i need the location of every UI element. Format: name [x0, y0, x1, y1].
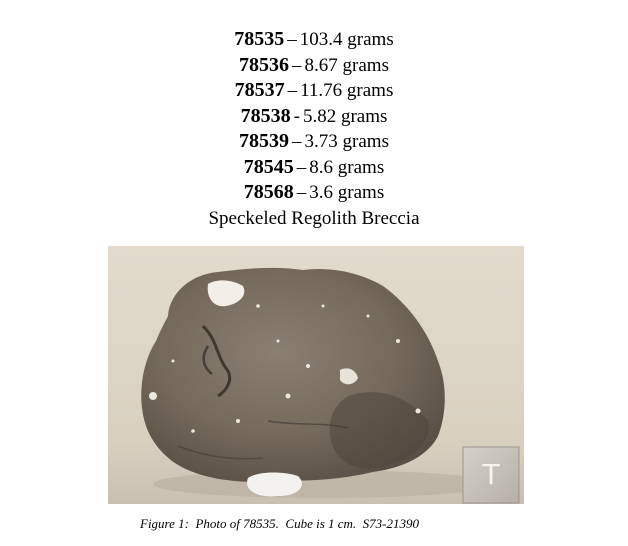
white-clast — [171, 359, 175, 363]
separator: – — [296, 156, 307, 178]
white-clast — [191, 429, 195, 433]
sample-id: 78545 — [243, 155, 294, 178]
sample-line: 78568–3.6 grams — [0, 180, 628, 206]
separator: – — [292, 54, 302, 76]
rock-crevice — [177, 445, 264, 460]
sample-mass: 103.4 grams — [299, 29, 394, 50]
sample-id: 78536 — [239, 53, 290, 76]
white-clast — [285, 393, 291, 399]
white-clast — [207, 280, 245, 307]
white-clast — [340, 368, 358, 385]
rock-crevice — [201, 324, 232, 398]
scale-cube: T — [462, 446, 520, 504]
sample-line: 78539–3.73 grams — [0, 129, 628, 155]
white-clast — [236, 419, 240, 423]
rock-shadow-face — [329, 392, 429, 469]
sample-list: 78535–103.4 grams 78536–8.67 grams 78537… — [0, 27, 628, 231]
white-clast — [276, 339, 280, 343]
rock-crevice — [202, 345, 213, 375]
white-clast-base — [247, 472, 302, 497]
sample-id: 78568 — [243, 181, 294, 203]
white-clast — [396, 339, 400, 343]
sample-mass: 8.67 grams — [304, 54, 389, 76]
sample-line: 78538-5.82 grams — [0, 104, 628, 130]
rock-crevice — [267, 420, 349, 429]
rock-photo: T — [108, 246, 524, 504]
sample-mass: 3.73 grams — [304, 131, 389, 152]
separator: – — [296, 182, 307, 203]
sample-mass: 8.6 grams — [309, 156, 385, 178]
white-clast — [366, 314, 370, 318]
sample-id: 78535 — [234, 28, 285, 50]
sample-line: 78537–11.76 grams — [0, 78, 628, 104]
sample-mass: 3.6 grams — [309, 182, 385, 203]
sample-id: 78539 — [239, 130, 290, 152]
sample-line: 78536–8.67 grams — [0, 53, 628, 79]
rock-type-title: Speckeled Regolith Breccia — [208, 207, 420, 229]
figure-caption: Figure 1: Photo of 78535. Cube is 1 cm. … — [140, 516, 419, 531]
white-clast — [415, 408, 421, 414]
cube-label: T — [481, 458, 500, 491]
sample-line: 78545–8.6 grams — [0, 155, 628, 181]
sample-mass: 11.76 grams — [300, 80, 394, 101]
separator: – — [287, 80, 298, 101]
sample-id: 78537 — [234, 79, 285, 101]
sample-id: 78538 — [240, 104, 291, 127]
separator: – — [287, 29, 297, 50]
white-clast — [149, 392, 157, 400]
separator: - — [293, 105, 300, 127]
white-clast — [306, 364, 310, 368]
separator: – — [292, 131, 302, 152]
sample-line: 78535–103.4 grams — [0, 27, 628, 53]
white-clast — [256, 304, 260, 308]
white-clast — [321, 304, 325, 308]
sample-mass: 5.82 grams — [302, 105, 388, 127]
